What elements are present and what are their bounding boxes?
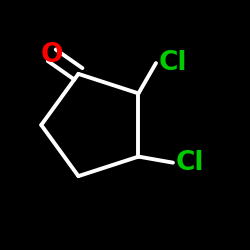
- Text: Cl: Cl: [176, 150, 204, 176]
- Text: O: O: [40, 42, 63, 68]
- Text: Cl: Cl: [158, 50, 187, 76]
